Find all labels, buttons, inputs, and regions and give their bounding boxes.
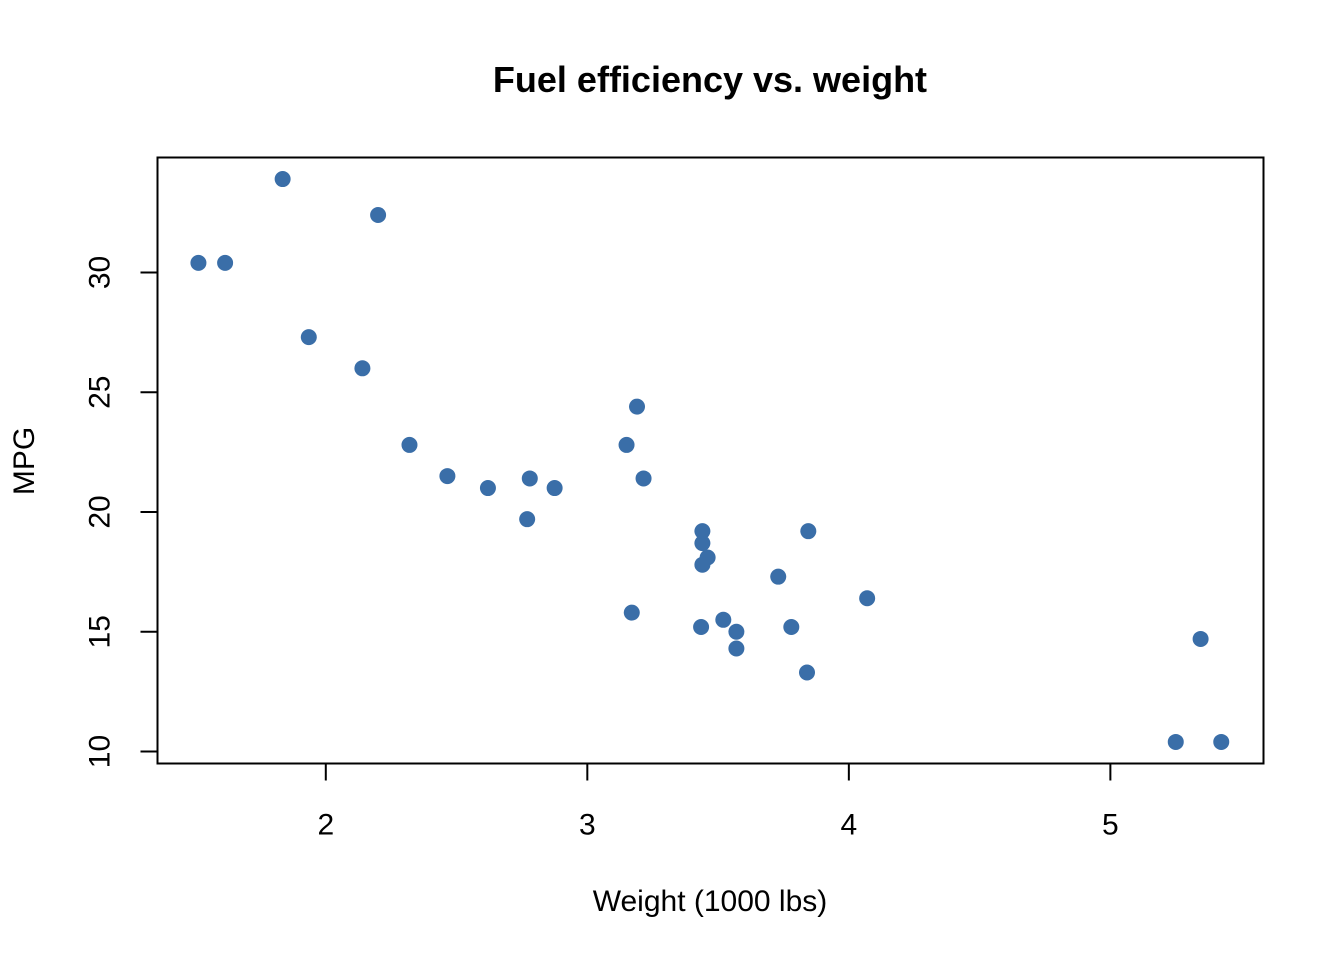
x-axis-label: Weight (1000 lbs): [593, 885, 828, 918]
chart-title: Fuel efficiency vs. weight: [493, 59, 927, 100]
data-points: [190, 171, 1230, 750]
x-tick-label: 5: [1102, 809, 1119, 842]
data-point: [783, 618, 800, 635]
data-point: [217, 254, 234, 271]
x-axis: 2 3 4 5: [317, 762, 1119, 842]
x-tick-label: 3: [579, 809, 596, 842]
data-point: [728, 623, 745, 640]
data-point: [1167, 733, 1184, 750]
data-point: [300, 329, 317, 346]
data-point: [546, 480, 563, 497]
y-tick-label: 30: [84, 256, 117, 289]
data-point: [401, 436, 418, 453]
y-tick-label: 25: [84, 376, 117, 409]
data-point: [800, 523, 817, 540]
data-point: [623, 604, 640, 621]
data-point: [859, 590, 876, 607]
data-point: [519, 511, 536, 528]
plot-frame: [156, 156, 1265, 765]
y-axis-label: MPG: [8, 427, 41, 495]
data-point: [439, 468, 456, 485]
data-point: [190, 254, 207, 271]
data-point: [1213, 733, 1230, 750]
data-point: [694, 523, 711, 540]
y-tick-label: 15: [84, 615, 117, 648]
x-tick-label: 2: [317, 809, 334, 842]
data-point: [728, 640, 745, 657]
data-point: [715, 611, 732, 628]
data-point: [479, 480, 496, 497]
data-point: [1192, 630, 1209, 647]
data-point: [274, 171, 291, 188]
data-point: [693, 618, 710, 635]
y-tick-label: 20: [84, 495, 117, 528]
y-tick-label: 10: [84, 735, 117, 768]
data-point: [354, 360, 371, 377]
x-tick-label: 4: [841, 809, 858, 842]
data-point: [694, 556, 711, 573]
data-point: [370, 206, 387, 223]
y-axis: 10 15 20 25 30: [84, 256, 159, 768]
data-point: [799, 664, 816, 681]
data-point: [618, 436, 635, 453]
data-point: [629, 398, 646, 415]
data-point: [770, 568, 787, 585]
data-point: [521, 470, 538, 487]
data-point: [694, 535, 711, 552]
data-point: [635, 470, 652, 487]
